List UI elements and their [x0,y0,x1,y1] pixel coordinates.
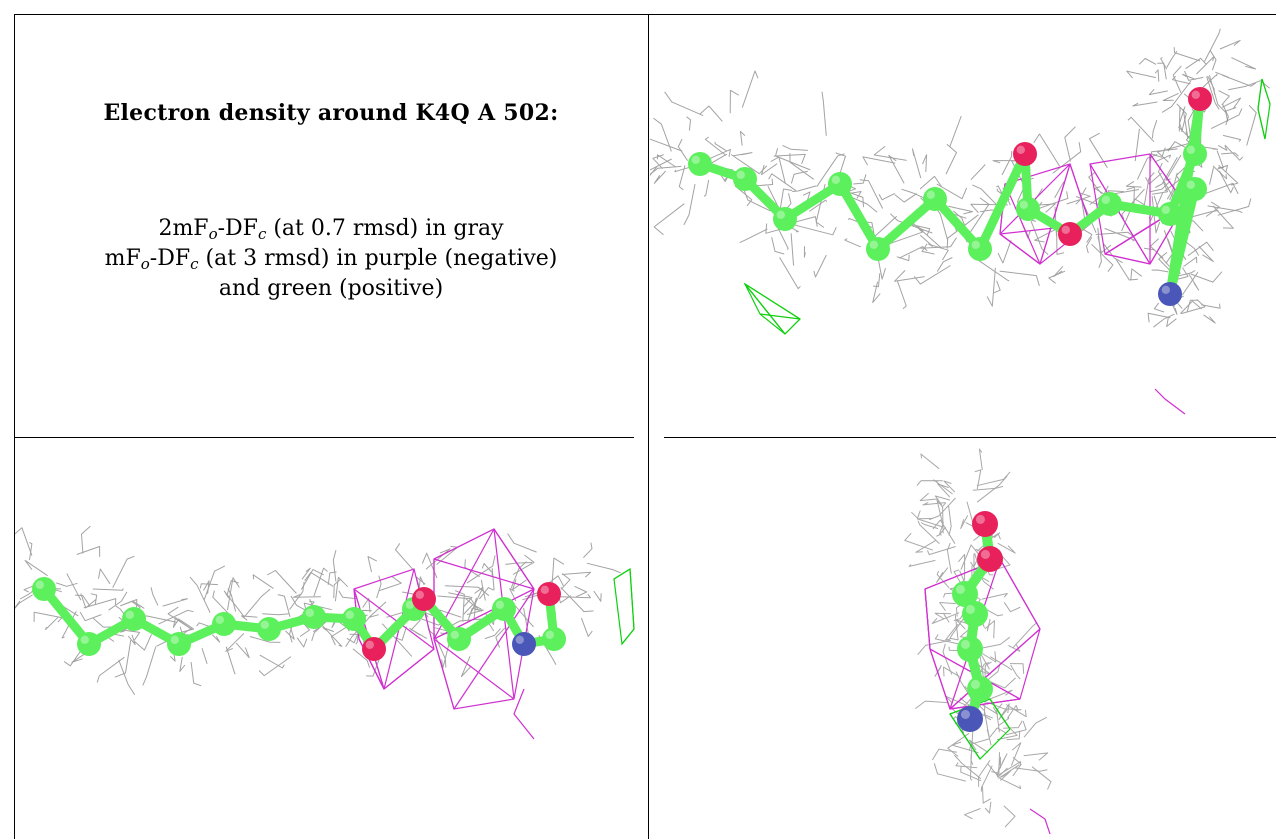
panel-top-right [650,14,1276,437]
caption: Electron density around K4Q A 502: 2mFo-… [14,14,648,437]
caption-line-positive: and green (positive) [218,276,444,301]
figure-table: Electron density around K4Q A 502: 2mFo-… [14,14,1276,839]
panel-bottom-left [14,439,648,839]
table-border-left [14,14,15,839]
caption-title: Electron density around K4Q A 502: [103,100,559,126]
table-border-top [14,14,1276,15]
caption-line-fofc: mFo-DFc (at 3 rmsd) in purple (negative) [104,246,558,273]
table-divider-horizontal-right [664,437,1276,438]
table-divider-vertical [648,14,649,839]
caption-line-2fofc: 2mFo-DFc (at 0.7 rmsd) in gray [158,216,504,243]
table-divider-horizontal-left [14,437,634,438]
panel-bottom-right [650,439,1276,839]
electron-density-view-1-icon [650,28,1271,415]
electron-density-view-2-icon [14,525,635,740]
caption-cell: Electron density around K4Q A 502: 2mFo-… [14,14,648,437]
electron-density-view-3-icon [904,448,1052,835]
caption-body: 2mFo-DFc (at 0.7 rmsd) in gray mFo-DFc (… [14,214,648,304]
